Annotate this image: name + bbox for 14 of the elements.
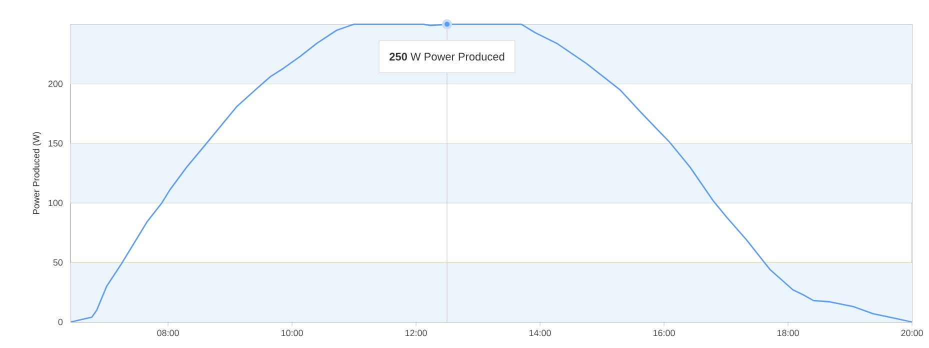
y-tick-label: 200 — [48, 80, 63, 88]
annotation: 250 W Power Produced — [390, 52, 504, 61]
x-tick-label: 14:00 — [529, 330, 551, 336]
y-tick-label: 150 — [48, 140, 63, 147]
x-tick-label: 08:00 — [157, 330, 179, 336]
x-tick-label: 20:00 — [901, 330, 923, 336]
y-tick-label: 0 — [58, 318, 63, 326]
x-tick-label: 18:00 — [777, 330, 799, 336]
x-tick-label: 16:00 — [653, 330, 675, 336]
x-tick-label: 12:00 — [406, 330, 427, 336]
y-axis-title: Power Produced (W) — [32, 132, 42, 214]
y-tick-label: 100 — [48, 200, 63, 206]
y-tick-label: 50 — [53, 259, 63, 266]
x-tick-label: 10:00 — [282, 330, 303, 336]
